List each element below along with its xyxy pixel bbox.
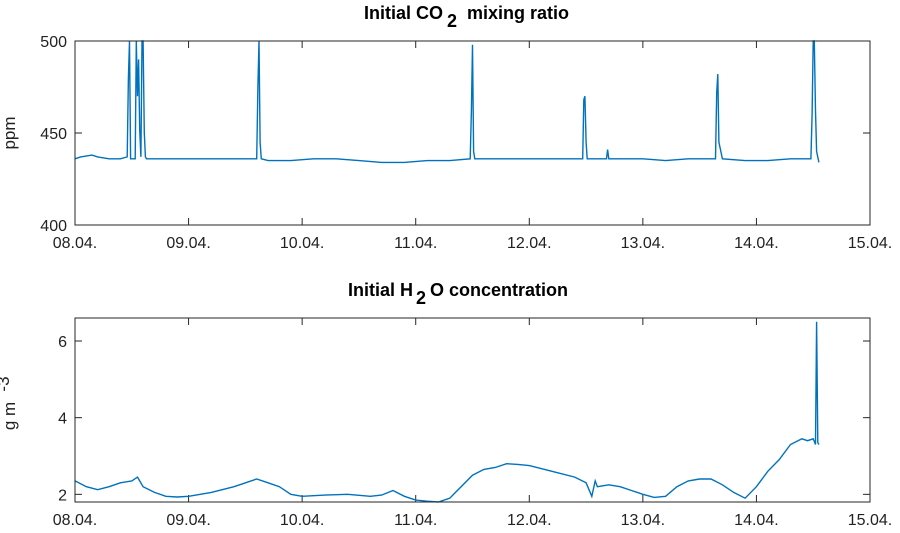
h2o-title-main: Initial H bbox=[348, 280, 413, 300]
h2o-xtick-label: 08.04. bbox=[53, 512, 97, 529]
h2o-ytick-label: 6 bbox=[58, 334, 67, 351]
co2-xtick-label: 13.04. bbox=[621, 235, 665, 252]
h2o-xtick-label: 10.04. bbox=[280, 512, 324, 529]
co2-ytick-label: 400 bbox=[40, 218, 67, 235]
h2o-ylabel-sup: -3 bbox=[0, 376, 13, 391]
h2o-ytick-label: 2 bbox=[58, 487, 67, 504]
h2o-plot-frame bbox=[74, 317, 871, 503]
h2o-axis-ticks: 08.04. 09.04. 10.04. 11.04. 12.04. 13.04. 14.0… bbox=[53, 318, 892, 529]
co2-xtick-label: 12.04. bbox=[507, 235, 551, 252]
co2-xtick-label: 08.04. bbox=[53, 235, 97, 252]
co2-plot-frame bbox=[74, 40, 871, 226]
h2o-xtick-label: 13.04. bbox=[621, 512, 665, 529]
co2-xtick-label: 09.04. bbox=[166, 235, 210, 252]
co2-title-rest: mixing ratio bbox=[467, 3, 569, 23]
h2o-ytick-label: 4 bbox=[58, 411, 67, 428]
h2o-ylabel: g m bbox=[0, 402, 19, 430]
co2-xtick-label: 11.04. bbox=[394, 235, 437, 252]
co2-xtick-label: 10.04. bbox=[280, 235, 324, 252]
h2o-xtick-label: 12.04. bbox=[507, 512, 551, 529]
co2-ylabel: ppm bbox=[0, 116, 19, 149]
co2-title-sub: 2 bbox=[447, 11, 457, 31]
h2o-xtick-label: 15.04. bbox=[848, 512, 892, 529]
co2-xtick-label: 15.04. bbox=[848, 235, 892, 252]
co2-ytick-label: 500 bbox=[40, 34, 67, 51]
co2-title-main: Initial CO bbox=[364, 3, 443, 23]
h2o-xtick-label: 09.04. bbox=[166, 512, 210, 529]
co2-chart: Initial CO 2 mixing ratio 08.04. 09.04. 10… bbox=[0, 3, 892, 252]
h2o-xtick-label: 14.04. bbox=[734, 512, 778, 529]
h2o-chart: Initial H 2 O concentration 08.04. 09.04.… bbox=[0, 280, 892, 529]
h2o-title-rest: O concentration bbox=[430, 280, 568, 300]
h2o-series-line bbox=[74, 321, 820, 503]
co2-axis-ticks: 08.04. 09.04. 10.04. 11.04. 12.04. 13.04. 14.0… bbox=[40, 34, 892, 252]
h2o-title-sub: 2 bbox=[416, 288, 426, 308]
co2-xtick-label: 14.04. bbox=[734, 235, 778, 252]
co2-series-line bbox=[74, 40, 820, 164]
h2o-xtick-label: 11.04. bbox=[394, 512, 437, 529]
co2-ytick-label: 450 bbox=[40, 126, 67, 143]
